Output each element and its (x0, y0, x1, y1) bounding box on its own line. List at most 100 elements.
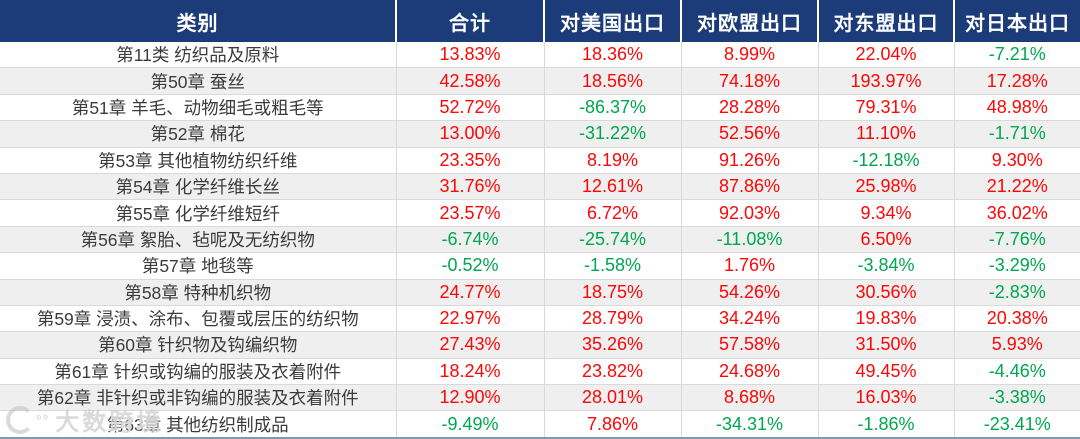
category-cell: 第50章 蚕丝 (0, 67, 396, 95)
value-cell: 13.83% (395, 42, 544, 68)
table-row: 第53章 其他植物纺织纤维 23.35% 8.19% 91.26% -12.18% 9.3… (0, 146, 1080, 174)
value-cell: -7.21% (953, 42, 1080, 68)
value-cell: 25.98% (817, 172, 954, 200)
table-row: 第57章 地毯等 -0.52% -1.58% 1.76% -3.84% -3.29% (0, 252, 1080, 280)
value-cell: -9.49% (395, 410, 544, 438)
value-cell: 12.61% (543, 172, 681, 200)
value-cell: 18.56% (543, 67, 681, 95)
table-row: 第50章 蚕丝 42.58% 18.56% 74.18% 193.97% 17.28% (0, 67, 1080, 95)
value-cell: -7.76% (953, 225, 1080, 253)
table-row: 第58章 特种机织物 24.77% 18.75% 54.26% 30.56% -2.83% (0, 278, 1080, 306)
category-cell: 第56章 絮胎、毡呢及无纺织物 (0, 225, 396, 253)
value-cell: 8.68% (680, 384, 818, 411)
table-row: 第54章 化学纤维长丝 31.76% 12.61% 87.86% 25.98% 21.22… (0, 172, 1080, 200)
value-cell: -3.84% (817, 252, 954, 280)
value-cell: 22.04% (817, 42, 954, 68)
value-cell: 13.00% (395, 120, 544, 148)
table-row: 第59章 浸渍、涂布、包覆或层压的纺织物 22.97% 28.79% 34.24% 19… (0, 304, 1080, 332)
value-cell: 193.97% (817, 67, 954, 95)
value-cell: 17.28% (953, 67, 1080, 95)
table-row: 第61章 针织或钩编的服装及衣着附件 18.24% 23.82% 24.68% 49.4… (0, 357, 1080, 385)
category-cell: 第62章 非针织或非钩编的服装及衣着附件 (0, 384, 396, 411)
category-cell: 第51章 羊毛、动物细毛或粗毛等 (0, 93, 396, 121)
category-cell: 第58章 特种机织物 (0, 278, 396, 306)
value-cell: 28.79% (543, 304, 681, 332)
header-total: 合计 (395, 0, 544, 42)
value-cell: 22.97% (395, 304, 544, 332)
value-cell: 35.26% (543, 331, 681, 359)
table-row: 第60章 针织物及钩编织物 27.43% 35.26% 57.58% 31.50% 5.9… (0, 331, 1080, 359)
value-cell: -6.74% (395, 225, 544, 253)
table-row: 第56章 絮胎、毡呢及无纺织物 -6.74% -25.74% -11.08% 6.50%… (0, 225, 1080, 253)
value-cell: 19.83% (817, 304, 954, 332)
value-cell: 11.10% (817, 120, 954, 148)
value-cell: -3.38% (953, 384, 1080, 411)
header-export-asean: 对东盟出口 (817, 0, 954, 42)
value-cell: 20.38% (953, 304, 1080, 332)
value-cell: -31.22% (543, 120, 681, 148)
value-cell: 9.34% (817, 199, 954, 227)
category-cell: 第63章 其他纺织制成品 (0, 410, 396, 438)
value-cell: 12.90% (395, 384, 544, 411)
category-cell: 第60章 针织物及钩编织物 (0, 331, 396, 359)
value-cell: -34.31% (680, 410, 818, 438)
value-cell: 74.18% (680, 67, 818, 95)
value-cell: 49.45% (817, 357, 954, 385)
category-cell: 第59章 浸渍、涂布、包覆或层压的纺织物 (0, 304, 396, 332)
value-cell: 28.28% (680, 93, 818, 121)
value-cell: 34.24% (680, 304, 818, 332)
value-cell: 31.50% (817, 331, 954, 359)
value-cell: 21.22% (953, 172, 1080, 200)
table-row: 第52章 棉花 13.00% -31.22% 52.56% 11.10% -1.71% (0, 120, 1080, 148)
value-cell: 42.58% (395, 67, 544, 95)
value-cell: 24.68% (680, 357, 818, 385)
value-cell: 52.72% (395, 93, 544, 121)
value-cell: 92.03% (680, 199, 818, 227)
category-cell: 第57章 地毯等 (0, 252, 396, 280)
value-cell: 18.75% (543, 278, 681, 306)
header-export-eu: 对欧盟出口 (680, 0, 818, 42)
value-cell: 91.26% (680, 146, 818, 174)
value-cell: 1.76% (680, 252, 818, 280)
value-cell: -2.83% (953, 278, 1080, 306)
value-cell: 9.30% (953, 146, 1080, 174)
table-row: 第11类 纺织品及原料 13.83% 18.36% 8.99% 22.04% -7.21% (0, 42, 1080, 68)
table-body: 第11类 纺织品及原料 13.83% 18.36% 8.99% 22.04% -7.21%… (0, 42, 1080, 438)
value-cell: 23.35% (395, 146, 544, 174)
value-cell: 28.01% (543, 384, 681, 411)
table-row: 第55章 化学纤维短纤 23.57% 6.72% 92.03% 9.34% 36.02% (0, 199, 1080, 227)
value-cell: 5.93% (953, 331, 1080, 359)
category-cell: 第54章 化学纤维长丝 (0, 172, 396, 200)
value-cell: 36.02% (953, 199, 1080, 227)
category-cell: 第55章 化学纤维短纤 (0, 199, 396, 227)
value-cell: 57.58% (680, 331, 818, 359)
header-export-japan: 对日本出口 (953, 0, 1080, 42)
value-cell: 23.82% (543, 357, 681, 385)
header-export-usa: 对美国出口 (543, 0, 681, 42)
header-row: 类别 合计 对美国出口 对欧盟出口 对东盟出口 对日本出口 (0, 0, 1080, 42)
value-cell: -3.29% (953, 252, 1080, 280)
value-cell: -0.52% (395, 252, 544, 280)
value-cell: 87.86% (680, 172, 818, 200)
value-cell: 7.86% (543, 410, 681, 438)
value-cell: 31.76% (395, 172, 544, 200)
value-cell: -25.74% (543, 225, 681, 253)
value-cell: 8.99% (680, 42, 818, 68)
category-cell: 第61章 针织或钩编的服装及衣着附件 (0, 357, 396, 385)
value-cell: 27.43% (395, 331, 544, 359)
table-row: 第51章 羊毛、动物细毛或粗毛等 52.72% -86.37% 28.28% 79.31… (0, 93, 1080, 121)
table-header: 类别 合计 对美国出口 对欧盟出口 对东盟出口 对日本出口 (0, 0, 1080, 42)
category-cell: 第52章 棉花 (0, 120, 396, 148)
value-cell: 16.03% (817, 384, 954, 411)
category-cell: 第53章 其他植物纺织纤维 (0, 146, 396, 174)
value-cell: 18.36% (543, 42, 681, 68)
value-cell: -4.46% (953, 357, 1080, 385)
value-cell: 6.72% (543, 199, 681, 227)
value-cell: 6.50% (817, 225, 954, 253)
value-cell: 30.56% (817, 278, 954, 306)
value-cell: -86.37% (543, 93, 681, 121)
value-cell: 23.57% (395, 199, 544, 227)
value-cell: -1.71% (953, 120, 1080, 148)
